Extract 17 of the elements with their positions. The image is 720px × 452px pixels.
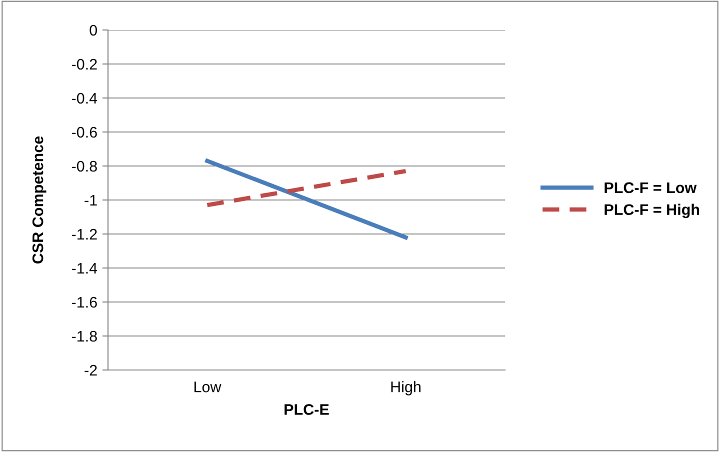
y-tick-label: -1.8: [72, 330, 97, 342]
y-tick-label: 0: [90, 24, 97, 36]
x-tick-label: High: [391, 381, 420, 396]
y-axis-title: CSR Competence: [32, 136, 46, 264]
legend-label: PLC-F = Low: [604, 182, 697, 194]
y-tick-label: -1.2: [72, 228, 97, 240]
legend-label: PLC-F = High: [604, 204, 700, 218]
y-tick-label: -2: [84, 364, 97, 376]
y-tick-label: -1.4: [72, 263, 98, 274]
y-tick-label: -1.6: [72, 296, 97, 308]
y-tick-label: -0.2: [72, 58, 97, 70]
y-tick-label: -0.8: [72, 160, 97, 172]
x-axis-title: PLC-E: [284, 404, 329, 415]
y-tick-label: -0.6: [72, 126, 97, 138]
y-tick-label: -1: [84, 195, 97, 206]
y-tick-label: -0.4: [72, 92, 98, 104]
x-tick-label: Low: [194, 382, 222, 392]
